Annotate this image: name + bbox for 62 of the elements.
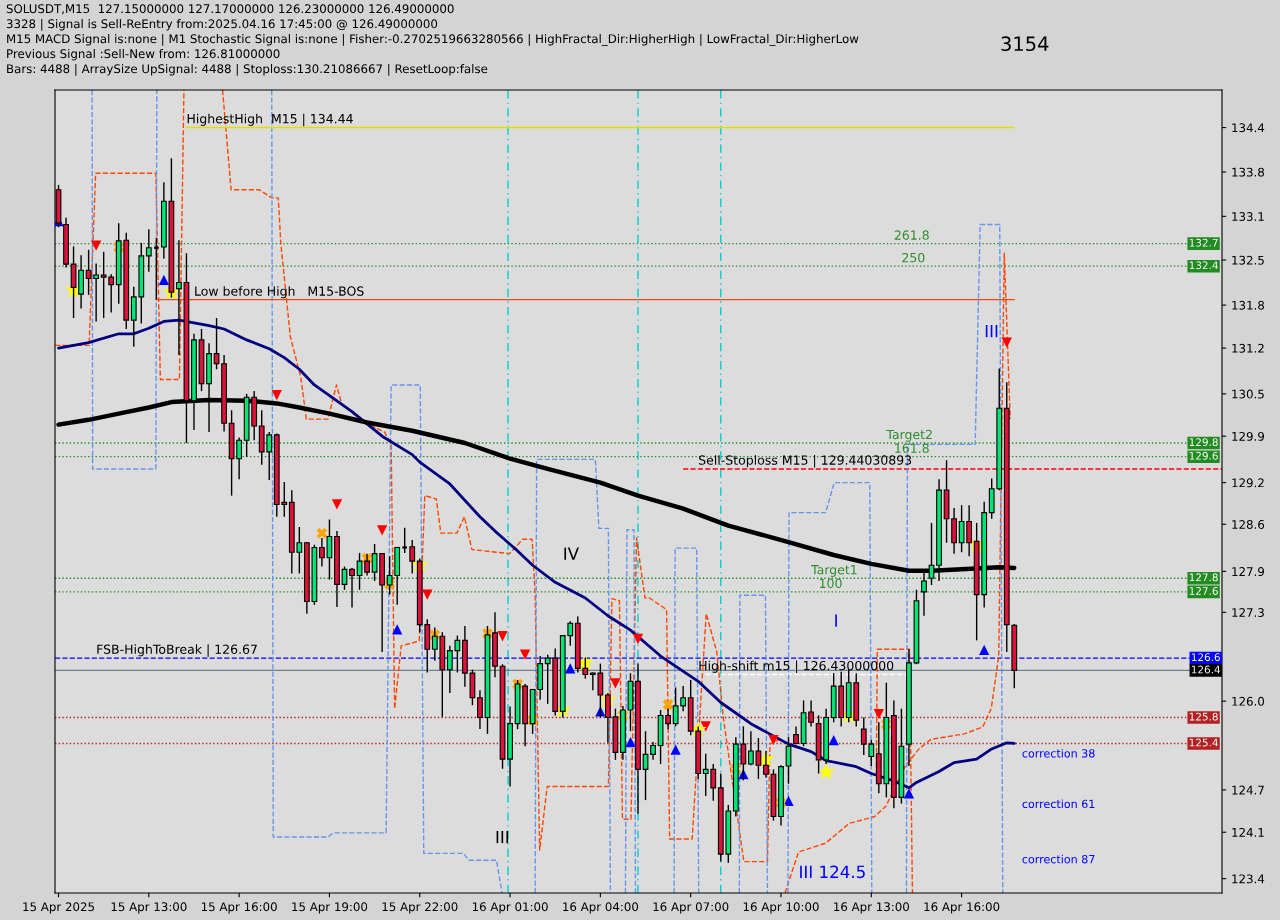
- x-tick-label: 15 Apr 19:00: [292, 902, 368, 914]
- annotation: Sell-Stoploss M15 | 129.44030893: [699, 455, 912, 468]
- annotation: 161.8: [895, 443, 929, 453]
- ref-line-label: 127.6: [1189, 587, 1218, 595]
- ref-line-label: 132.4: [1189, 261, 1218, 270]
- y-tick-label: 127.9: [1232, 567, 1264, 577]
- annotation: correction 61: [1022, 799, 1095, 809]
- y-tick-label: 131.2: [1232, 343, 1264, 353]
- annotation: IV: [564, 547, 579, 560]
- text: Previous Signal :Sell-New from: 126.81000000: [7, 49, 280, 61]
- annotation: 126.6: [1191, 653, 1220, 662]
- y-tick-label: 129.9: [1232, 431, 1264, 441]
- annotation: I: [835, 614, 837, 627]
- ref-line-label: 125.4: [1189, 738, 1218, 747]
- annotation: 126.4: [1191, 665, 1221, 674]
- y-tick-label: 134.4: [1232, 123, 1265, 133]
- annotation: correction 87: [1022, 854, 1095, 864]
- ref-line-label: 127.8: [1189, 573, 1218, 582]
- text: 3154: [1001, 36, 1049, 52]
- annotation: Target2: [886, 429, 932, 442]
- annotation: High-shift m15 | 126.43000000: [699, 660, 894, 674]
- ref-line-label: 132.7: [1189, 238, 1218, 247]
- chart-title: SOLUSDT,M15 127.15000000 127.17000000 126.23000000 126.49000000: [6, 4, 454, 15]
- annotation: 100: [819, 578, 842, 589]
- annotation: III: [496, 830, 509, 844]
- text: M15 MACD Signal is:none | M1 Stochastic Signal is:none | Fisher:-0.2702519663280566 | HighFractal_Dir:HigherHigh | LowFractal_Dir:HigherLow: [7, 34, 859, 46]
- y-tick-label: 123.4: [1232, 874, 1265, 884]
- x-tick-label: 15 Apr 13:00: [111, 902, 187, 914]
- annotation: Target1: [811, 565, 857, 577]
- annotation: 250: [902, 252, 925, 263]
- y-tick-label: 133.1: [1232, 212, 1264, 221]
- y-tick-label: 129.2: [1232, 478, 1264, 488]
- x-tick-label: 16 Apr 10:00: [743, 902, 819, 914]
- text: 3328 | Signal is Sell-ReEntry from:2025.04.16 17:45:00 @ 126.49000000: [6, 19, 438, 31]
- x-tick-label: 16 Apr 16:00: [924, 902, 1000, 914]
- annotation: III 124.5: [800, 865, 865, 879]
- x-tick-label: 16 Apr 13:00: [834, 902, 909, 914]
- text: Bars: 4488 | ArraySize UpSignal: 4488 | Stoploss:130.21086667 | ResetLoop:false: [7, 64, 488, 76]
- y-tick-label: 131.8: [1232, 300, 1265, 310]
- annotation: III: [985, 325, 998, 338]
- annotation: HighestHigh M15 | 134.44: [187, 113, 353, 127]
- y-tick-label: 133.8: [1232, 167, 1265, 177]
- y-tick-label: 124.1: [1232, 827, 1264, 837]
- y-tick-label: 128.6: [1232, 520, 1265, 529]
- x-tick-label: 16 Apr 04:00: [563, 902, 639, 914]
- x-tick-label: 16 Apr 07:00: [653, 902, 729, 914]
- y-tick-label: 124.7: [1232, 785, 1264, 795]
- ref-line-label: 129.6: [1189, 451, 1218, 460]
- x-tick-label: 15 Apr 22:00: [382, 902, 458, 914]
- annotation: 261.8: [894, 230, 929, 240]
- annotation: Low before High M15-BOS: [195, 286, 364, 299]
- annotation: correction 38: [1022, 748, 1095, 758]
- ref-line-label: 129.8: [1189, 438, 1218, 447]
- x-tick-label: 15 Apr 2025: [23, 902, 94, 914]
- x-tick-label: 16 Apr 01:00: [472, 902, 548, 914]
- annotation: FSB-HighToBreak | 126.67: [97, 644, 257, 657]
- ref-line-label: 125.8: [1189, 712, 1218, 721]
- y-tick-label: 126.0: [1232, 696, 1265, 706]
- x-tick-label: 15 Apr 16:00: [201, 902, 277, 914]
- y-tick-label: 130.5: [1232, 389, 1264, 399]
- y-tick-label: 127.3: [1232, 608, 1264, 618]
- y-tick-label: 132.5: [1232, 255, 1264, 265]
